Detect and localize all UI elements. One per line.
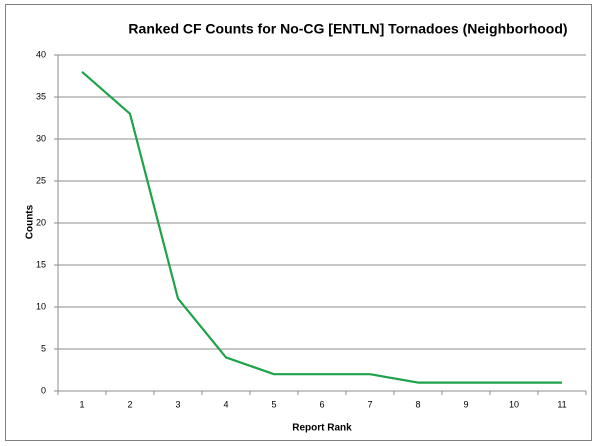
x-tick-label: 11 [557, 399, 566, 409]
x-tick-label: 5 [271, 399, 276, 409]
y-tick-label: 10 [36, 301, 46, 311]
x-tick-label: 1 [79, 399, 84, 409]
y-tick-label: 40 [36, 49, 46, 59]
y-tick-label: 5 [41, 343, 46, 353]
y-tick-label: 0 [41, 385, 46, 395]
y-tick-label: 30 [36, 133, 46, 143]
x-tick-label: 2 [127, 399, 132, 409]
x-tick-label: 7 [367, 399, 372, 409]
y-tick-label: 15 [36, 259, 46, 269]
y-tick-label: 25 [36, 175, 46, 185]
y-axis-label: Counts [25, 204, 36, 239]
y-tick-label: 20 [36, 217, 46, 227]
x-tick-label: 10 [509, 399, 519, 409]
x-tick-label: 8 [415, 399, 420, 409]
x-tick-label: 9 [463, 399, 468, 409]
x-tick-label: 3 [175, 399, 180, 409]
x-tick-label: 6 [319, 399, 324, 409]
x-axis-label: Report Rank [292, 423, 352, 434]
x-tick-label: 4 [223, 399, 228, 409]
chart-title: Ranked CF Counts for No-CG [ENTLN] Torna… [128, 21, 567, 37]
y-tick-label: 35 [36, 91, 46, 101]
line-series [81, 70, 562, 384]
